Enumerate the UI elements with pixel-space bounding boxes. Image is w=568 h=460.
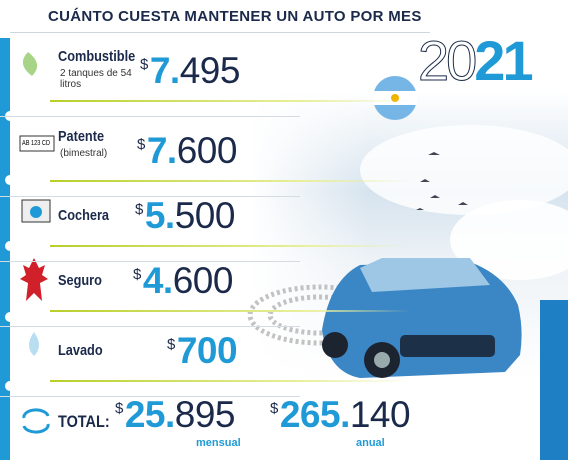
year-bold: 21 [474,29,533,92]
item-note: (bimestral) [60,148,108,159]
row-divider [0,116,300,117]
underline [50,310,410,312]
year: 2021 [417,28,533,93]
title: CUÁNTO CUESTA MANTENER UN AUTO POR MES [48,8,422,25]
total-label: TOTAL: [58,412,110,431]
price-lead: 265. [279,394,351,435]
currency: $ [137,136,145,153]
plate: AB 123 CD [22,140,51,147]
item-label: Patente [58,128,105,145]
price-rest: 495 [179,50,241,91]
underline [50,380,410,382]
yearly-caption: anual [356,437,385,449]
row-divider [0,396,300,397]
item-price: $5.500 [135,195,235,237]
price-rest: 500 [174,195,236,236]
price-rest: 600 [176,130,238,171]
item-label: Cochera [58,207,110,224]
year-light: 20 [417,29,477,93]
row-divider [0,196,300,197]
price-lead: 700 [176,330,238,371]
currency: $ [115,400,123,417]
currency: $ [135,201,143,218]
price-lead: 5. [144,195,175,236]
row-divider [0,261,300,262]
item-price: $7.600 [137,130,237,172]
row-divider [0,326,300,327]
price-lead: 7. [149,50,180,91]
item-note: 2 tanques de 54 litros [60,68,132,90]
price-lead: 7. [146,130,177,171]
price-rest: 140 [349,394,411,435]
item-price: $4.600 [133,260,233,302]
price-rest: 600 [172,260,234,301]
yearly-total: $265.140 [270,394,411,436]
item-label: Lavado [58,342,103,359]
underline [50,180,410,182]
item-label: Seguro [58,272,102,289]
currency: $ [270,400,278,417]
price-lead: 25. [124,394,175,435]
monthly-caption: mensual [196,437,241,449]
rule [10,32,430,33]
underline [50,245,410,247]
price-lead: 4. [142,260,173,301]
price-rest: 895 [174,394,236,435]
item-price: $700 [167,330,238,372]
item-price: $7.495 [140,50,240,92]
currency: $ [140,56,148,73]
currency: $ [167,336,175,353]
item-label: Combustible [58,48,136,65]
currency: $ [133,266,141,283]
monthly-total: $25.895 [115,394,236,436]
underline [50,100,410,102]
